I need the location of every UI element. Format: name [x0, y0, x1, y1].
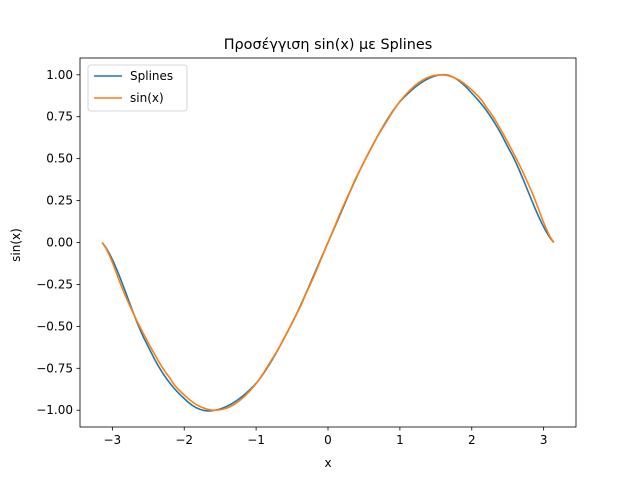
x-tick-label: 2: [468, 433, 476, 447]
y-tick-label: −0.75: [36, 361, 73, 375]
y-tick-label: 0.00: [46, 236, 73, 250]
legend-entry-label: Splines: [130, 69, 173, 83]
y-tick-label: 1.00: [46, 68, 73, 82]
y-tick-label: −0.25: [36, 277, 73, 291]
x-axis-label: x: [324, 456, 331, 470]
y-tick-label: −0.50: [36, 319, 73, 333]
x-tick-label: −2: [175, 433, 193, 447]
y-axis-label: sin(x): [9, 228, 23, 262]
x-tick-label: 1: [396, 433, 404, 447]
plot-area: [101, 73, 555, 412]
series-line-1: [101, 73, 555, 412]
chart-title: Προσέγγιση sin(x) με Splines: [224, 37, 433, 53]
y-tick-label: −1.00: [36, 403, 73, 417]
x-tick-label: −3: [103, 433, 121, 447]
y-tick-label: 0.50: [46, 152, 73, 166]
x-tick-label: −1: [247, 433, 265, 447]
y-tick-label: 0.25: [46, 194, 73, 208]
legend-entry-label: sin(x): [130, 91, 164, 105]
x-tick-label: 3: [540, 433, 548, 447]
legend: Splines sin(x): [87, 64, 188, 112]
axes: −3 −2 −1 0 1 2 3 −1.00 −0.75 −0.50 −0.25 0.00 0.25 0.…: [36, 57, 577, 447]
y-tick-label: 0.75: [46, 110, 73, 124]
x-tick-label: 0: [324, 433, 332, 447]
